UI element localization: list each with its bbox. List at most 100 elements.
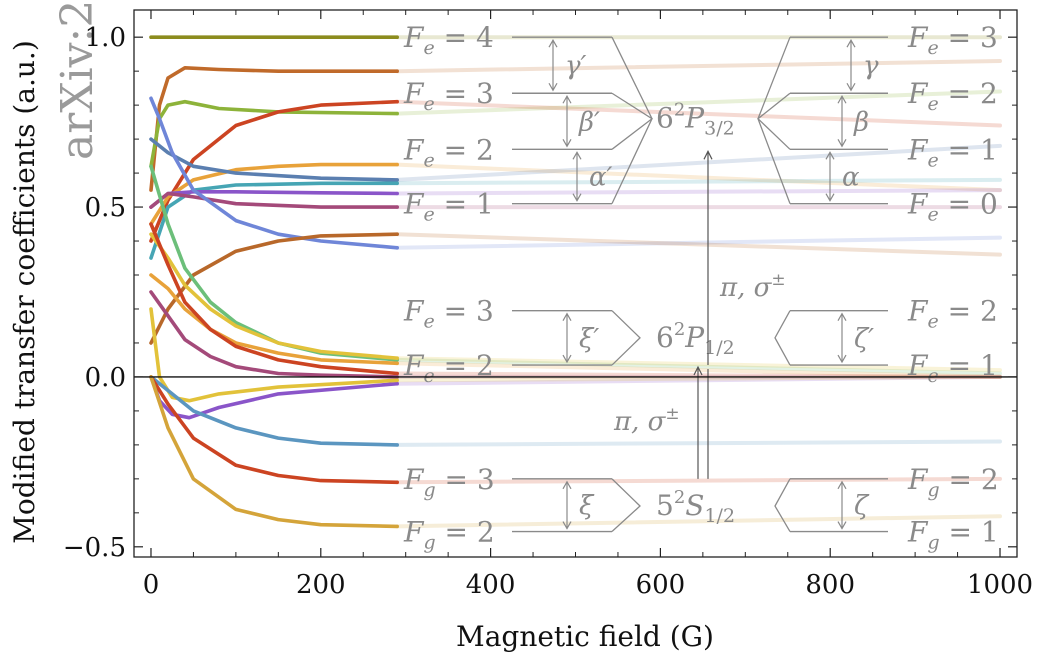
left-level-label-3: Fe = 2 [403, 133, 494, 171]
transition-label-lower-sup: ± [665, 404, 679, 424]
series-line-13 [149, 232, 400, 361]
right-level-label-4-value: = 0 [939, 188, 998, 221]
right-level-label-1-value: = 3 [939, 21, 998, 54]
manifold-sub-3: 1/2 [704, 505, 735, 527]
manifold-term-3: S [685, 489, 704, 522]
series-line-faded-2 [395, 59, 1002, 74]
left-level-label-7: Fg = 3 [403, 463, 495, 501]
arxiv-watermark: arXiv:2 [52, 0, 103, 160]
transition-label-upper-sup: ± [771, 270, 785, 290]
left-level-label-2-value: = 3 [435, 77, 494, 110]
right-level-label-5: Fe = 2 [907, 295, 998, 333]
series-line-16 [149, 290, 400, 379]
left-level-label-8-subscript: g [423, 532, 435, 554]
series-line-10 [149, 96, 400, 250]
right-level-label-3-symbol: F [907, 133, 929, 166]
series-line-faded-3 [395, 89, 1002, 116]
x-tick-label-1000: 1000 [967, 570, 1033, 600]
left-level-label-6: Fe = 2 [403, 349, 494, 387]
left-level-label-4-value: = 1 [435, 188, 494, 221]
manifold-term-1: P [684, 102, 705, 135]
left-split-label-4: ξ′ [579, 324, 599, 354]
series-line-faded-7 [395, 177, 1002, 186]
left-level-label-1-value: = 4 [435, 21, 494, 54]
right-level-label-7-value: = 2 [940, 463, 999, 496]
right-split-label-4: ζ′ [854, 324, 874, 354]
transition-label-upper-main: π, σ [719, 273, 773, 303]
right-level-label-5-value: = 2 [939, 295, 998, 328]
left-level-label-6-symbol: F [403, 349, 425, 382]
right-level-label-4: Fe = 0 [907, 188, 998, 226]
right-level-label-6: Fe = 1 [907, 349, 998, 387]
left-level-label-8-value: = 2 [436, 516, 495, 549]
right-level-label-4-subscript: e [927, 204, 938, 226]
left-level-label-8-symbol: F [403, 516, 425, 549]
manifold-n-1: 6 [656, 102, 674, 135]
right-level-label-5-symbol: F [907, 295, 929, 328]
left-split-arrow-5-head-top [562, 480, 572, 490]
left-split-label-5: ξ [579, 491, 595, 521]
series-line-19 [149, 375, 400, 447]
right-split-arrow-3-head-top [825, 151, 835, 160]
right-level-label-2-value: = 2 [939, 77, 998, 110]
left-level-label-2-symbol: F [403, 77, 425, 110]
right-split-arrow-4-head-bottom [837, 354, 847, 364]
right-level-label-6-subscript: e [927, 365, 938, 387]
left-level-label-4-subscript: e [423, 204, 434, 226]
left-split-arrow-5-head-bottom [562, 521, 572, 530]
left-bracket-3 [611, 310, 641, 366]
x-tick-label-600: 600 [636, 570, 686, 600]
y-tick-label-3: 1.0 [85, 23, 126, 53]
y-tick-label-0: −0.5 [63, 533, 126, 563]
left-split-arrow-3-head-bottom [572, 193, 582, 202]
right-level-label-6-symbol: F [907, 349, 929, 382]
right-split-label-3: α [842, 162, 860, 192]
right-split-label-5: ζ [854, 491, 870, 521]
right-split-label-2: β [853, 107, 869, 137]
series-line-4 [149, 99, 400, 243]
series-line-21 [149, 375, 400, 529]
series-line-faded-12 [395, 357, 1002, 376]
right-split-arrow-1-head-bottom [846, 82, 856, 92]
right-split-arrow-2-head-bottom [837, 139, 847, 148]
series-line-faded-10 [395, 235, 1002, 250]
left-split-arrow-2-head-top [562, 95, 572, 104]
manifold-sub-1: 3/2 [704, 118, 735, 140]
left-level-label-3-value: = 2 [435, 133, 494, 166]
y-tick-label-1: 0.0 [85, 363, 126, 393]
manifold-label-2: 62P1/2 [656, 319, 735, 359]
x-tick-label-400: 400 [466, 570, 516, 600]
series-line-faded-4 [395, 99, 1002, 128]
right-split-label-1: γ [863, 51, 879, 81]
left-level-label-1-symbol: F [403, 21, 425, 54]
manifold-n-2: 6 [656, 321, 674, 354]
x-tick-label-200: 200 [296, 570, 346, 600]
manifold-label-3: 52S1/2 [656, 487, 735, 527]
left-level-label-1-subscript: e [423, 37, 434, 59]
right-split-arrow-1-head-top [846, 38, 856, 48]
left-level-label-1: Fe = 4 [403, 21, 494, 59]
manifold-term-2: P [684, 321, 705, 354]
plot-frame [133, 9, 1018, 558]
series-line-11 [149, 232, 400, 345]
left-split-arrow-2-head-bottom [562, 139, 572, 148]
left-level-label-4: Fe = 1 [403, 188, 494, 226]
series-line-faded-6 [395, 143, 1002, 182]
series-line-15 [149, 222, 400, 376]
series-line-5 [149, 162, 400, 226]
manifold-label-1: 62P3/2 [656, 100, 735, 140]
left-level-label-3-subscript: e [423, 149, 434, 171]
left-level-label-8: Fg = 2 [403, 516, 495, 554]
y-axis-label: Modified transfer coefficients (a.u.) [8, 40, 41, 544]
left-split-arrow-4-head-top [562, 312, 572, 321]
right-level-label-5-subscript: e [927, 311, 938, 333]
left-split-label-2: β′ [578, 107, 600, 137]
right-level-label-2: Fe = 2 [907, 77, 998, 115]
right-split-arrow-4-head-top [837, 312, 847, 321]
right-level-label-8-value: = 1 [940, 516, 999, 549]
right-level-label-1: Fe = 3 [907, 21, 998, 59]
left-level-label-6-subscript: e [423, 365, 434, 387]
series-line-faded-8 [395, 188, 1002, 196]
right-bracket-3 [774, 310, 791, 366]
transition-label-lower-main: π, σ [613, 407, 667, 437]
